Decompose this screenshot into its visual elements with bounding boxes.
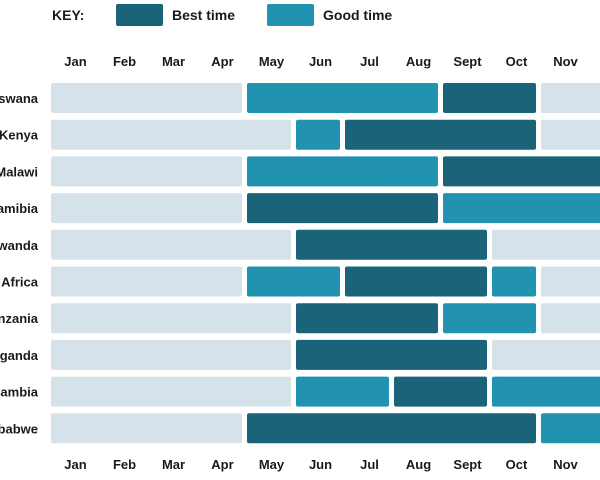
segment-best (247, 413, 536, 444)
country-label: nzania (0, 311, 39, 326)
segment-none (51, 303, 291, 334)
top-month-label-1: Feb (113, 54, 136, 69)
legend-label-best: Best time (172, 7, 235, 23)
top-month-label-10: Nov (553, 54, 578, 69)
country-row: nzania (0, 303, 600, 334)
legend: KEY: Best time Good time (52, 4, 392, 26)
segment-best (394, 376, 487, 407)
country-label: Africa (1, 275, 39, 290)
segment-good (247, 156, 438, 187)
segment-good (247, 266, 340, 297)
bottom-month-label-7: Aug (406, 457, 431, 472)
segment-good (541, 413, 600, 444)
segment-best (443, 156, 600, 187)
country-row: wanda (0, 229, 600, 260)
bottom-month-label-8: Sept (453, 457, 482, 472)
segment-good (492, 266, 536, 297)
country-label: ganda (0, 348, 39, 363)
segment-good (443, 303, 536, 334)
segment-none (51, 339, 291, 370)
country-rows: swana Kenya Malawi amibia wanda Africa nzania g… (0, 83, 600, 444)
segment-none (51, 266, 242, 297)
segment-none (51, 376, 291, 407)
country-label: Malawi (0, 164, 38, 179)
segment-good (492, 376, 600, 407)
segment-best (247, 193, 438, 224)
legend-label-good: Good time (323, 7, 392, 23)
top-month-label-5: Jun (309, 54, 332, 69)
bottom-month-label-5: Jun (309, 457, 332, 472)
bottom-month-axis: Jan Feb Mar Apr May Jun Jul Aug Sept Oct Nov (64, 457, 578, 472)
segment-best (443, 83, 536, 113)
segment-none (51, 229, 291, 260)
top-month-label-9: Oct (506, 54, 528, 69)
top-month-label-3: Apr (211, 54, 233, 69)
country-row: amibia (0, 193, 600, 224)
top-month-label-2: Mar (162, 54, 185, 69)
country-label: babwe (0, 421, 38, 436)
segment-none (541, 266, 600, 297)
country-row: Africa (1, 266, 600, 297)
country-label: wanda (0, 238, 39, 253)
segment-good (247, 83, 438, 113)
top-month-label-0: Jan (64, 54, 86, 69)
segment-none (51, 83, 242, 113)
country-label: amibia (0, 201, 39, 216)
segment-best (296, 339, 487, 370)
country-row: Kenya (0, 119, 600, 150)
top-month-label-6: Jul (360, 54, 379, 69)
country-label: swana (0, 91, 39, 106)
segment-none (541, 119, 600, 150)
segment-none (51, 413, 242, 444)
top-month-axis: Jan Feb Mar Apr May Jun Jul Aug Sept Oct Nov (64, 54, 578, 69)
segment-good (443, 193, 600, 224)
country-label: Kenya (0, 128, 39, 143)
segment-none (541, 303, 600, 334)
bottom-month-label-6: Jul (360, 457, 379, 472)
bottom-month-label-4: May (259, 457, 285, 472)
segment-good (296, 376, 389, 407)
country-row: Malawi (0, 156, 600, 187)
segment-none (51, 156, 242, 187)
bottom-month-label-0: Jan (64, 457, 86, 472)
top-month-label-7: Aug (406, 54, 431, 69)
legend-swatch-best (116, 4, 163, 26)
top-month-label-8: Sept (453, 54, 482, 69)
legend-swatch-good (267, 4, 314, 26)
segment-none (541, 83, 600, 113)
bottom-month-label-3: Apr (211, 457, 233, 472)
segment-good (296, 119, 340, 150)
segment-best (296, 229, 487, 260)
legend-title: KEY: (52, 7, 84, 23)
country-row: ganda (0, 339, 600, 370)
segment-none (492, 229, 600, 260)
country-row: ambia (0, 376, 600, 407)
bottom-month-label-2: Mar (162, 457, 185, 472)
segment-best (345, 266, 487, 297)
top-month-label-4: May (259, 54, 285, 69)
segment-best (345, 119, 536, 150)
country-row: swana (0, 83, 600, 113)
bottom-month-label-1: Feb (113, 457, 136, 472)
country-label: ambia (0, 385, 38, 400)
segment-none (51, 193, 242, 224)
segment-best (296, 303, 438, 334)
bottom-month-label-10: Nov (553, 457, 578, 472)
segment-none (51, 119, 291, 150)
bottom-month-label-9: Oct (506, 457, 528, 472)
country-row: babwe (0, 413, 600, 444)
segment-none (492, 339, 600, 370)
